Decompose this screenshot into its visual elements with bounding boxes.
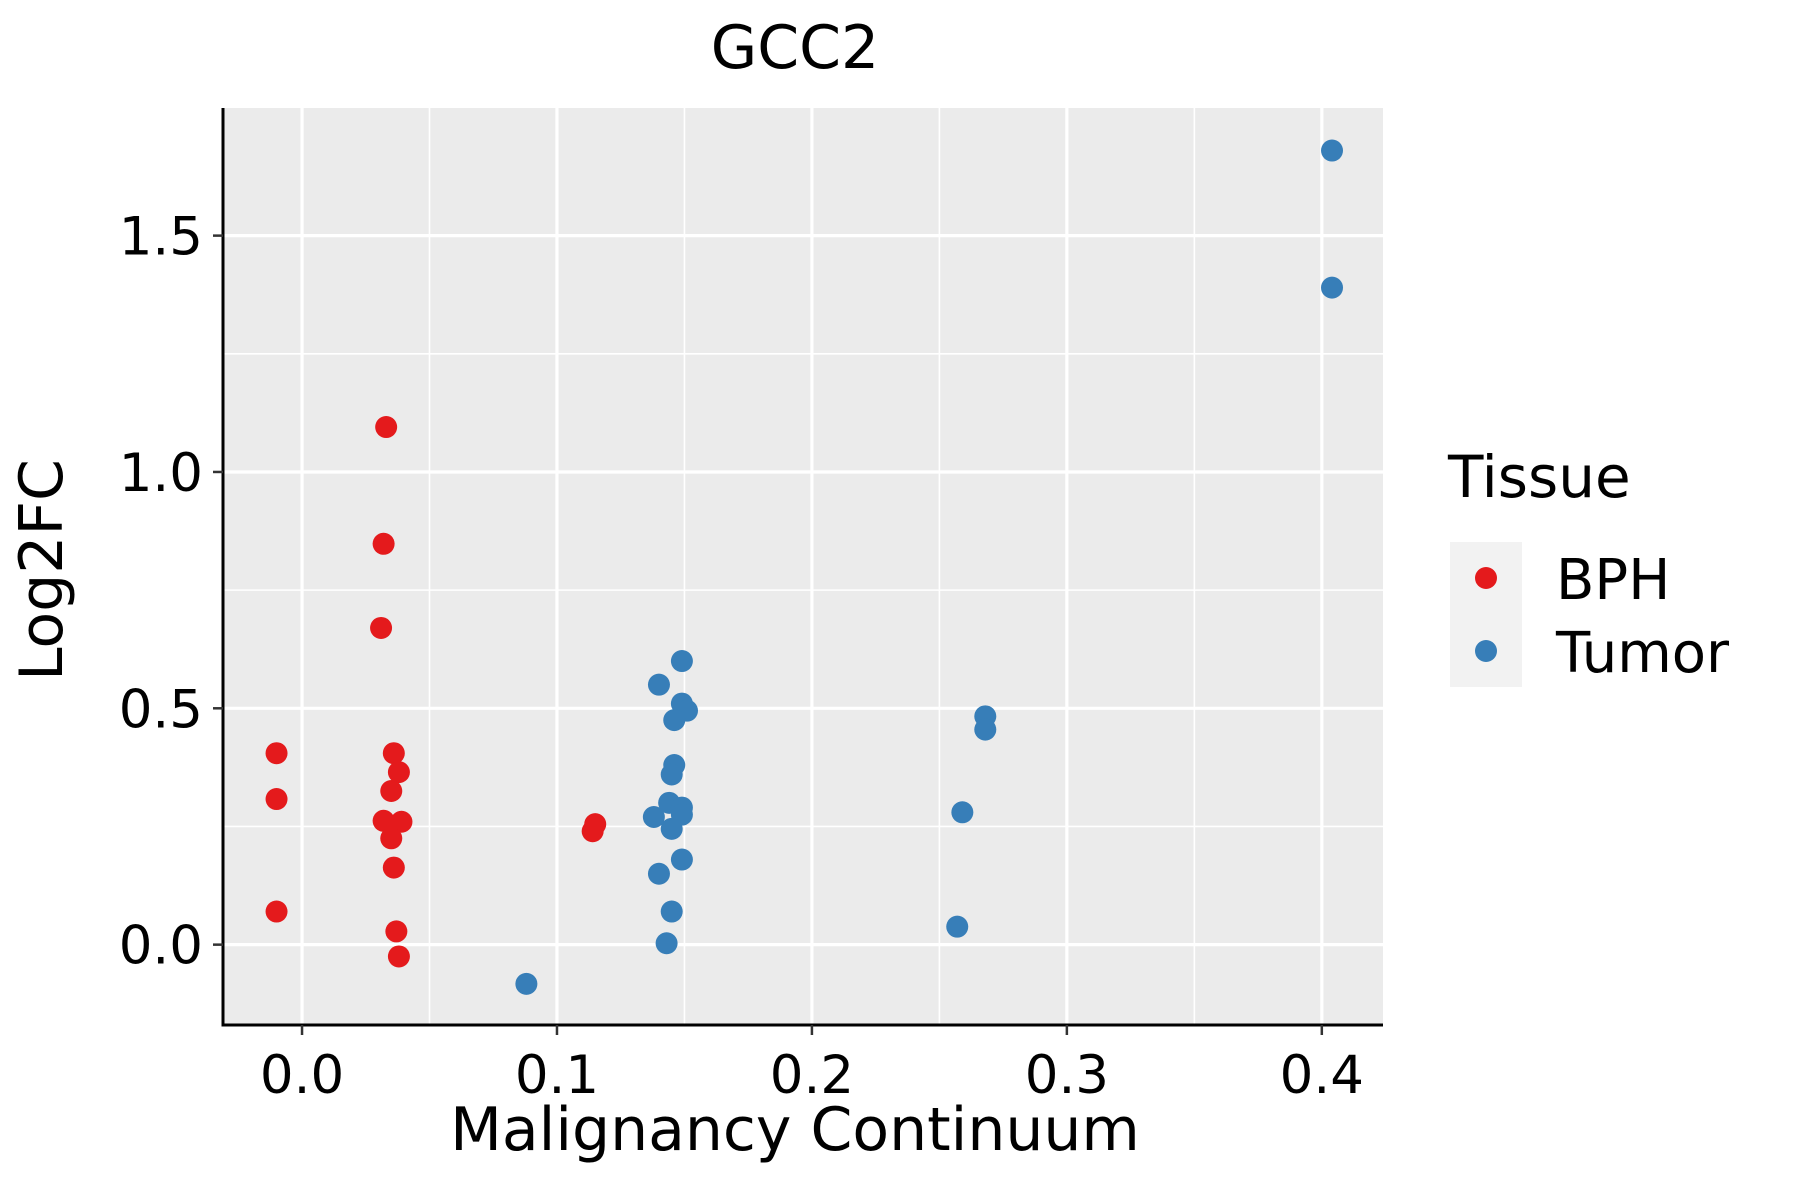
point-bph: [265, 788, 288, 811]
legend-label-tumor: Tumor: [1555, 621, 1730, 686]
point-tumor: [1321, 276, 1344, 299]
x-axis-ticks: 0.0 0.1 0.2 0.3 0.4: [260, 1025, 1364, 1106]
point-tumor: [660, 900, 683, 923]
point-tumor: [670, 848, 693, 871]
point-bph: [380, 780, 403, 803]
x-axis-title: Malignancy Continuum: [450, 1095, 1140, 1165]
x-tick-label: 0.1: [515, 1045, 599, 1106]
plot-panel: [223, 108, 1383, 1025]
y-tick-label: 0.0: [119, 916, 203, 977]
y-tick-label: 1.0: [119, 443, 203, 504]
axes: [221, 108, 1383, 1027]
y-tick-label: 0.5: [119, 679, 203, 740]
point-tumor: [1321, 139, 1344, 162]
legend-key-tumor: [1475, 640, 1497, 662]
major-gridlines: [223, 108, 1383, 1025]
y-axis-ticks: 0.0 0.5 1.0 1.5: [119, 207, 223, 977]
legend: Tissue BPH Tumor: [1447, 443, 1730, 687]
point-bph: [375, 416, 398, 439]
data-points: [265, 139, 1344, 995]
point-tumor: [974, 718, 997, 741]
point-tumor: [647, 862, 670, 885]
x-tick-label: 0.3: [1025, 1045, 1109, 1106]
point-tumor: [663, 709, 686, 732]
point-bph: [382, 856, 405, 879]
point-tumor: [660, 817, 683, 840]
point-bph: [387, 761, 410, 784]
point-bph: [390, 810, 413, 833]
point-tumor: [660, 763, 683, 786]
point-bph: [385, 920, 408, 943]
point-tumor: [515, 972, 538, 995]
chart-title: GCC2: [711, 13, 879, 83]
point-bph: [265, 900, 288, 923]
point-bph: [581, 820, 604, 843]
x-tick-label: 0.4: [1280, 1045, 1364, 1106]
point-bph: [370, 616, 393, 639]
legend-key-background: [1450, 542, 1522, 687]
legend-key-bph: [1475, 567, 1497, 589]
point-bph: [265, 742, 288, 765]
y-axis-title: Log2FC: [7, 459, 77, 681]
x-tick-label: 0.0: [260, 1045, 344, 1106]
point-tumor: [670, 650, 693, 673]
x-tick-label: 0.2: [770, 1045, 854, 1106]
point-bph: [380, 827, 403, 850]
point-bph: [372, 532, 395, 555]
point-tumor: [951, 801, 974, 824]
point-tumor: [655, 932, 678, 955]
point-tumor: [642, 806, 665, 829]
minor-gridlines: [223, 108, 1383, 1025]
point-tumor: [946, 915, 969, 938]
legend-label-bph: BPH: [1556, 548, 1670, 613]
point-bph: [387, 945, 410, 968]
legend-title: Tissue: [1447, 443, 1631, 511]
point-tumor: [647, 673, 670, 696]
y-tick-label: 1.5: [119, 207, 203, 268]
point-bph: [382, 742, 405, 765]
point-bph: [372, 809, 395, 832]
